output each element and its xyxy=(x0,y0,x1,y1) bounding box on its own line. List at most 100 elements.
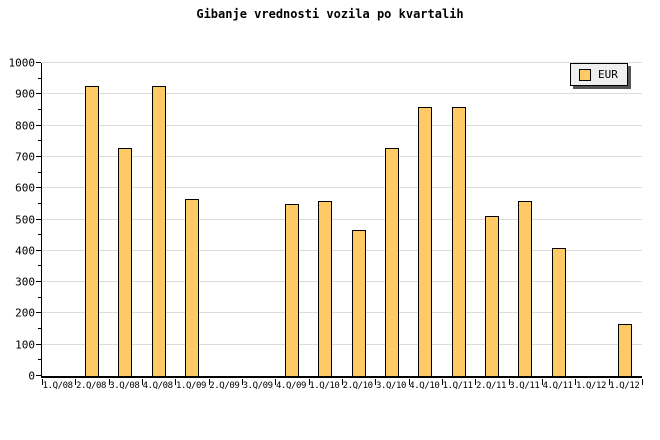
x-category-label: 3.Q/10 xyxy=(375,381,407,391)
bar xyxy=(118,148,132,376)
gridline xyxy=(42,62,642,63)
legend-label: EUR xyxy=(598,68,618,81)
y-tick-label: 100 xyxy=(15,338,35,352)
y-major-tick xyxy=(36,62,41,63)
gridline xyxy=(42,124,642,126)
x-tick xyxy=(475,379,476,385)
y-major-tick xyxy=(36,281,41,283)
y-axis-labels: 0 100 200 300 400 500 600 700 800 900 1000 xyxy=(0,57,36,383)
y-tick-label: 600 xyxy=(15,181,35,195)
gridline xyxy=(42,343,642,345)
bar xyxy=(385,148,399,376)
y-minor-tick xyxy=(38,265,41,267)
gridline xyxy=(42,249,642,251)
y-tick-label: 400 xyxy=(15,244,35,258)
x-category-label: 1.Q/12 xyxy=(575,381,607,391)
x-tick xyxy=(75,379,76,385)
x-category-label: 1.Q/12 xyxy=(609,381,640,391)
x-category-label: 4.Q/09 xyxy=(275,381,307,391)
x-tick xyxy=(342,379,343,385)
x-tick xyxy=(542,379,543,385)
x-tick xyxy=(409,379,410,385)
y-major-tick xyxy=(36,93,41,95)
x-axis-labels: 1.Q/08 2.Q/08 3.Q/08 4.Q/08 1.Q/09 2.Q/09 3.Q/… xyxy=(41,381,641,395)
x-category-label: 2.Q/09 xyxy=(209,381,240,391)
y-major-tick xyxy=(36,343,41,345)
y-minor-tick xyxy=(38,296,41,298)
y-tick-label: 900 xyxy=(15,87,35,101)
gridline xyxy=(42,93,642,95)
gridline xyxy=(42,218,642,220)
x-category-label: 1.Q/09 xyxy=(175,381,207,391)
y-tick-label: 200 xyxy=(15,306,35,320)
x-category-label: 2.Q/11 xyxy=(475,381,507,391)
bar xyxy=(452,107,466,376)
y-minor-tick xyxy=(38,234,41,236)
x-tick xyxy=(275,379,276,385)
x-tick xyxy=(242,379,243,385)
y-tick-label: 700 xyxy=(15,150,35,164)
y-minor-tick xyxy=(38,202,41,204)
x-category-label: 1.Q/10 xyxy=(309,381,340,391)
bar xyxy=(85,86,99,376)
bar xyxy=(352,230,366,376)
x-tick xyxy=(375,379,376,385)
y-major-tick xyxy=(36,312,41,314)
x-category-label: 4.Q/08 xyxy=(142,381,174,391)
gridline xyxy=(42,312,642,314)
plot-area xyxy=(36,62,643,385)
x-category-label: 3.Q/11 xyxy=(509,381,540,391)
bar xyxy=(485,216,499,376)
gridline xyxy=(42,281,642,283)
y-major-tick xyxy=(36,124,41,126)
x-tick xyxy=(42,379,43,385)
bar xyxy=(318,201,332,376)
y-major-tick xyxy=(36,218,41,220)
x-tick xyxy=(575,379,576,385)
x-tick xyxy=(142,379,143,385)
x-category-label: 1.Q/11 xyxy=(442,381,474,391)
x-tick xyxy=(309,379,310,385)
y-tick-label: 500 xyxy=(15,213,35,226)
x-category-label: 2.Q/08 xyxy=(75,381,107,391)
x-category-label: 2.Q/10 xyxy=(342,381,374,391)
legend: EUR xyxy=(570,63,628,86)
x-category-label: 3.Q/08 xyxy=(109,381,140,391)
bar xyxy=(552,248,566,376)
bar xyxy=(518,201,532,376)
y-tick-label: 300 xyxy=(15,275,35,289)
bar xyxy=(618,324,632,376)
y-minor-tick xyxy=(38,328,41,330)
y-minor-tick xyxy=(38,171,41,173)
y-minor-tick xyxy=(38,77,41,79)
x-tick xyxy=(509,379,510,385)
x-tick xyxy=(442,379,443,385)
y-major-tick xyxy=(36,155,41,157)
y-major-tick xyxy=(36,375,41,376)
y-tick-label: 0 xyxy=(28,369,35,383)
y-tick-label: 800 xyxy=(15,119,35,133)
x-tick xyxy=(109,379,110,385)
x-category-label: 3.Q/09 xyxy=(242,381,274,391)
x-tick xyxy=(642,379,643,385)
bar xyxy=(418,107,432,376)
y-minor-tick xyxy=(38,140,41,142)
x-category-label: 4.Q/10 xyxy=(409,381,440,391)
x-category-label: 4.Q/11 xyxy=(542,381,574,391)
y-major-tick xyxy=(36,187,41,189)
y-minor-tick xyxy=(38,359,41,361)
bar xyxy=(285,204,299,376)
x-tick xyxy=(175,379,176,385)
bar xyxy=(185,199,199,376)
x-tick xyxy=(609,379,610,385)
y-major-tick xyxy=(36,249,41,251)
y-minor-tick xyxy=(38,108,41,110)
y-tick-label: 1000 xyxy=(8,56,36,70)
gridline xyxy=(42,187,642,189)
gridline xyxy=(42,155,642,157)
x-tick xyxy=(209,379,210,385)
x-category-label: 1.Q/08 xyxy=(42,381,74,391)
bar xyxy=(152,86,166,376)
chart-title: Gibanje vrednosti vozila po kvartalih xyxy=(196,7,464,21)
